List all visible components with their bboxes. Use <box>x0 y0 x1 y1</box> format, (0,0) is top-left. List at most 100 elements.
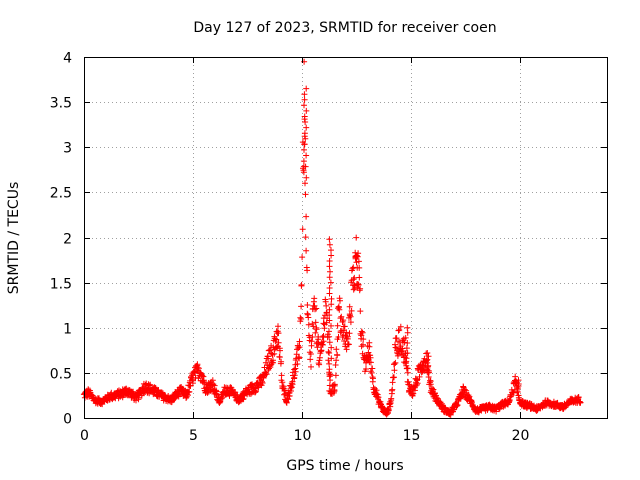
data-point <box>308 342 315 349</box>
data-point <box>305 314 312 321</box>
data-point <box>326 339 333 346</box>
data-point <box>328 301 335 308</box>
data-point <box>354 281 361 287</box>
data-point <box>292 368 299 375</box>
data-point <box>303 174 310 181</box>
data-point <box>303 264 310 271</box>
tick-layer: 0 0.5 1 1.5 2 2.5 3 3.5 4 0 5 10 15 20 <box>50 51 607 444</box>
data-point <box>195 365 202 372</box>
data-point <box>346 312 353 319</box>
data-point <box>344 335 351 342</box>
data-point <box>343 346 350 353</box>
data-point <box>313 305 320 312</box>
data-point <box>325 348 332 355</box>
data-point <box>278 372 285 379</box>
data-point <box>461 386 468 393</box>
y-tick-label: 1.5 <box>50 277 72 293</box>
data-point <box>301 102 307 109</box>
data-point <box>349 265 356 272</box>
data-point <box>326 366 333 373</box>
data-point <box>298 281 305 288</box>
data-point <box>326 387 333 394</box>
plot-frame <box>84 57 608 419</box>
data-point <box>331 388 338 394</box>
data-point <box>359 329 366 336</box>
data-point <box>283 399 290 406</box>
data-point <box>301 113 308 120</box>
data-point <box>309 334 316 340</box>
data-point <box>356 274 363 281</box>
data-point <box>288 384 295 391</box>
data-point <box>259 378 265 385</box>
data-point <box>357 285 364 292</box>
data-point <box>267 347 274 354</box>
data-point <box>395 327 402 334</box>
data-point <box>363 366 369 372</box>
data-point <box>341 323 348 330</box>
data-point <box>377 398 384 405</box>
data-point <box>326 317 333 324</box>
data-point <box>327 268 333 275</box>
data-point <box>291 374 298 381</box>
data-point <box>263 371 270 378</box>
data-point <box>304 310 311 317</box>
data-point <box>345 341 352 348</box>
y-axis-label: SRMTID / TECUs <box>6 182 22 295</box>
data-point <box>326 285 333 291</box>
data-point <box>334 352 341 359</box>
data-point <box>312 319 319 326</box>
data-point <box>270 359 276 366</box>
data-point <box>308 363 314 370</box>
data-point <box>350 276 357 283</box>
x-tick-label: 10 <box>294 428 312 444</box>
data-point <box>295 345 302 351</box>
chart-title: Day 127 of 2023, SRMTID for receiver coe… <box>193 20 496 36</box>
data-point <box>146 382 153 389</box>
data-point <box>447 411 454 418</box>
data-point <box>389 386 396 393</box>
data-point <box>300 158 307 165</box>
data-point <box>302 163 309 170</box>
data-point <box>299 226 306 233</box>
data-point <box>299 254 306 261</box>
y-tick-label: 2.5 <box>50 186 72 202</box>
data-point <box>577 399 584 406</box>
data-point <box>273 336 280 343</box>
data-point <box>360 341 366 348</box>
data-point <box>278 358 285 365</box>
data-point <box>366 343 373 350</box>
data-point <box>326 333 333 340</box>
y-tick-label: 3.5 <box>50 96 72 112</box>
data-point <box>404 324 411 331</box>
data-point <box>326 241 333 248</box>
data-point <box>301 91 308 98</box>
data-point <box>327 279 334 286</box>
data-point <box>296 354 303 361</box>
data-point <box>353 234 360 241</box>
data-point <box>303 152 310 159</box>
data-point <box>319 341 326 348</box>
data-point <box>375 394 382 401</box>
grid-layer <box>84 57 607 418</box>
data-point <box>328 322 334 329</box>
data-point <box>302 234 309 241</box>
data-point <box>510 389 517 396</box>
data-point <box>305 321 312 328</box>
data-point <box>326 290 333 297</box>
data-point <box>360 336 367 343</box>
data-point <box>347 319 354 326</box>
data-point <box>307 356 314 363</box>
data-point <box>326 258 333 264</box>
data-point <box>424 363 431 370</box>
data-point <box>302 119 309 125</box>
data-point <box>213 387 219 394</box>
x-axis-label: GPS time / hours <box>286 458 403 474</box>
y-tick-label: 0 <box>63 412 72 428</box>
data-point <box>515 377 522 384</box>
data-point <box>356 264 363 271</box>
data-point <box>302 135 309 142</box>
data-point <box>404 340 411 346</box>
data-point <box>403 345 410 352</box>
data-point <box>301 96 308 103</box>
data-point <box>424 366 431 373</box>
